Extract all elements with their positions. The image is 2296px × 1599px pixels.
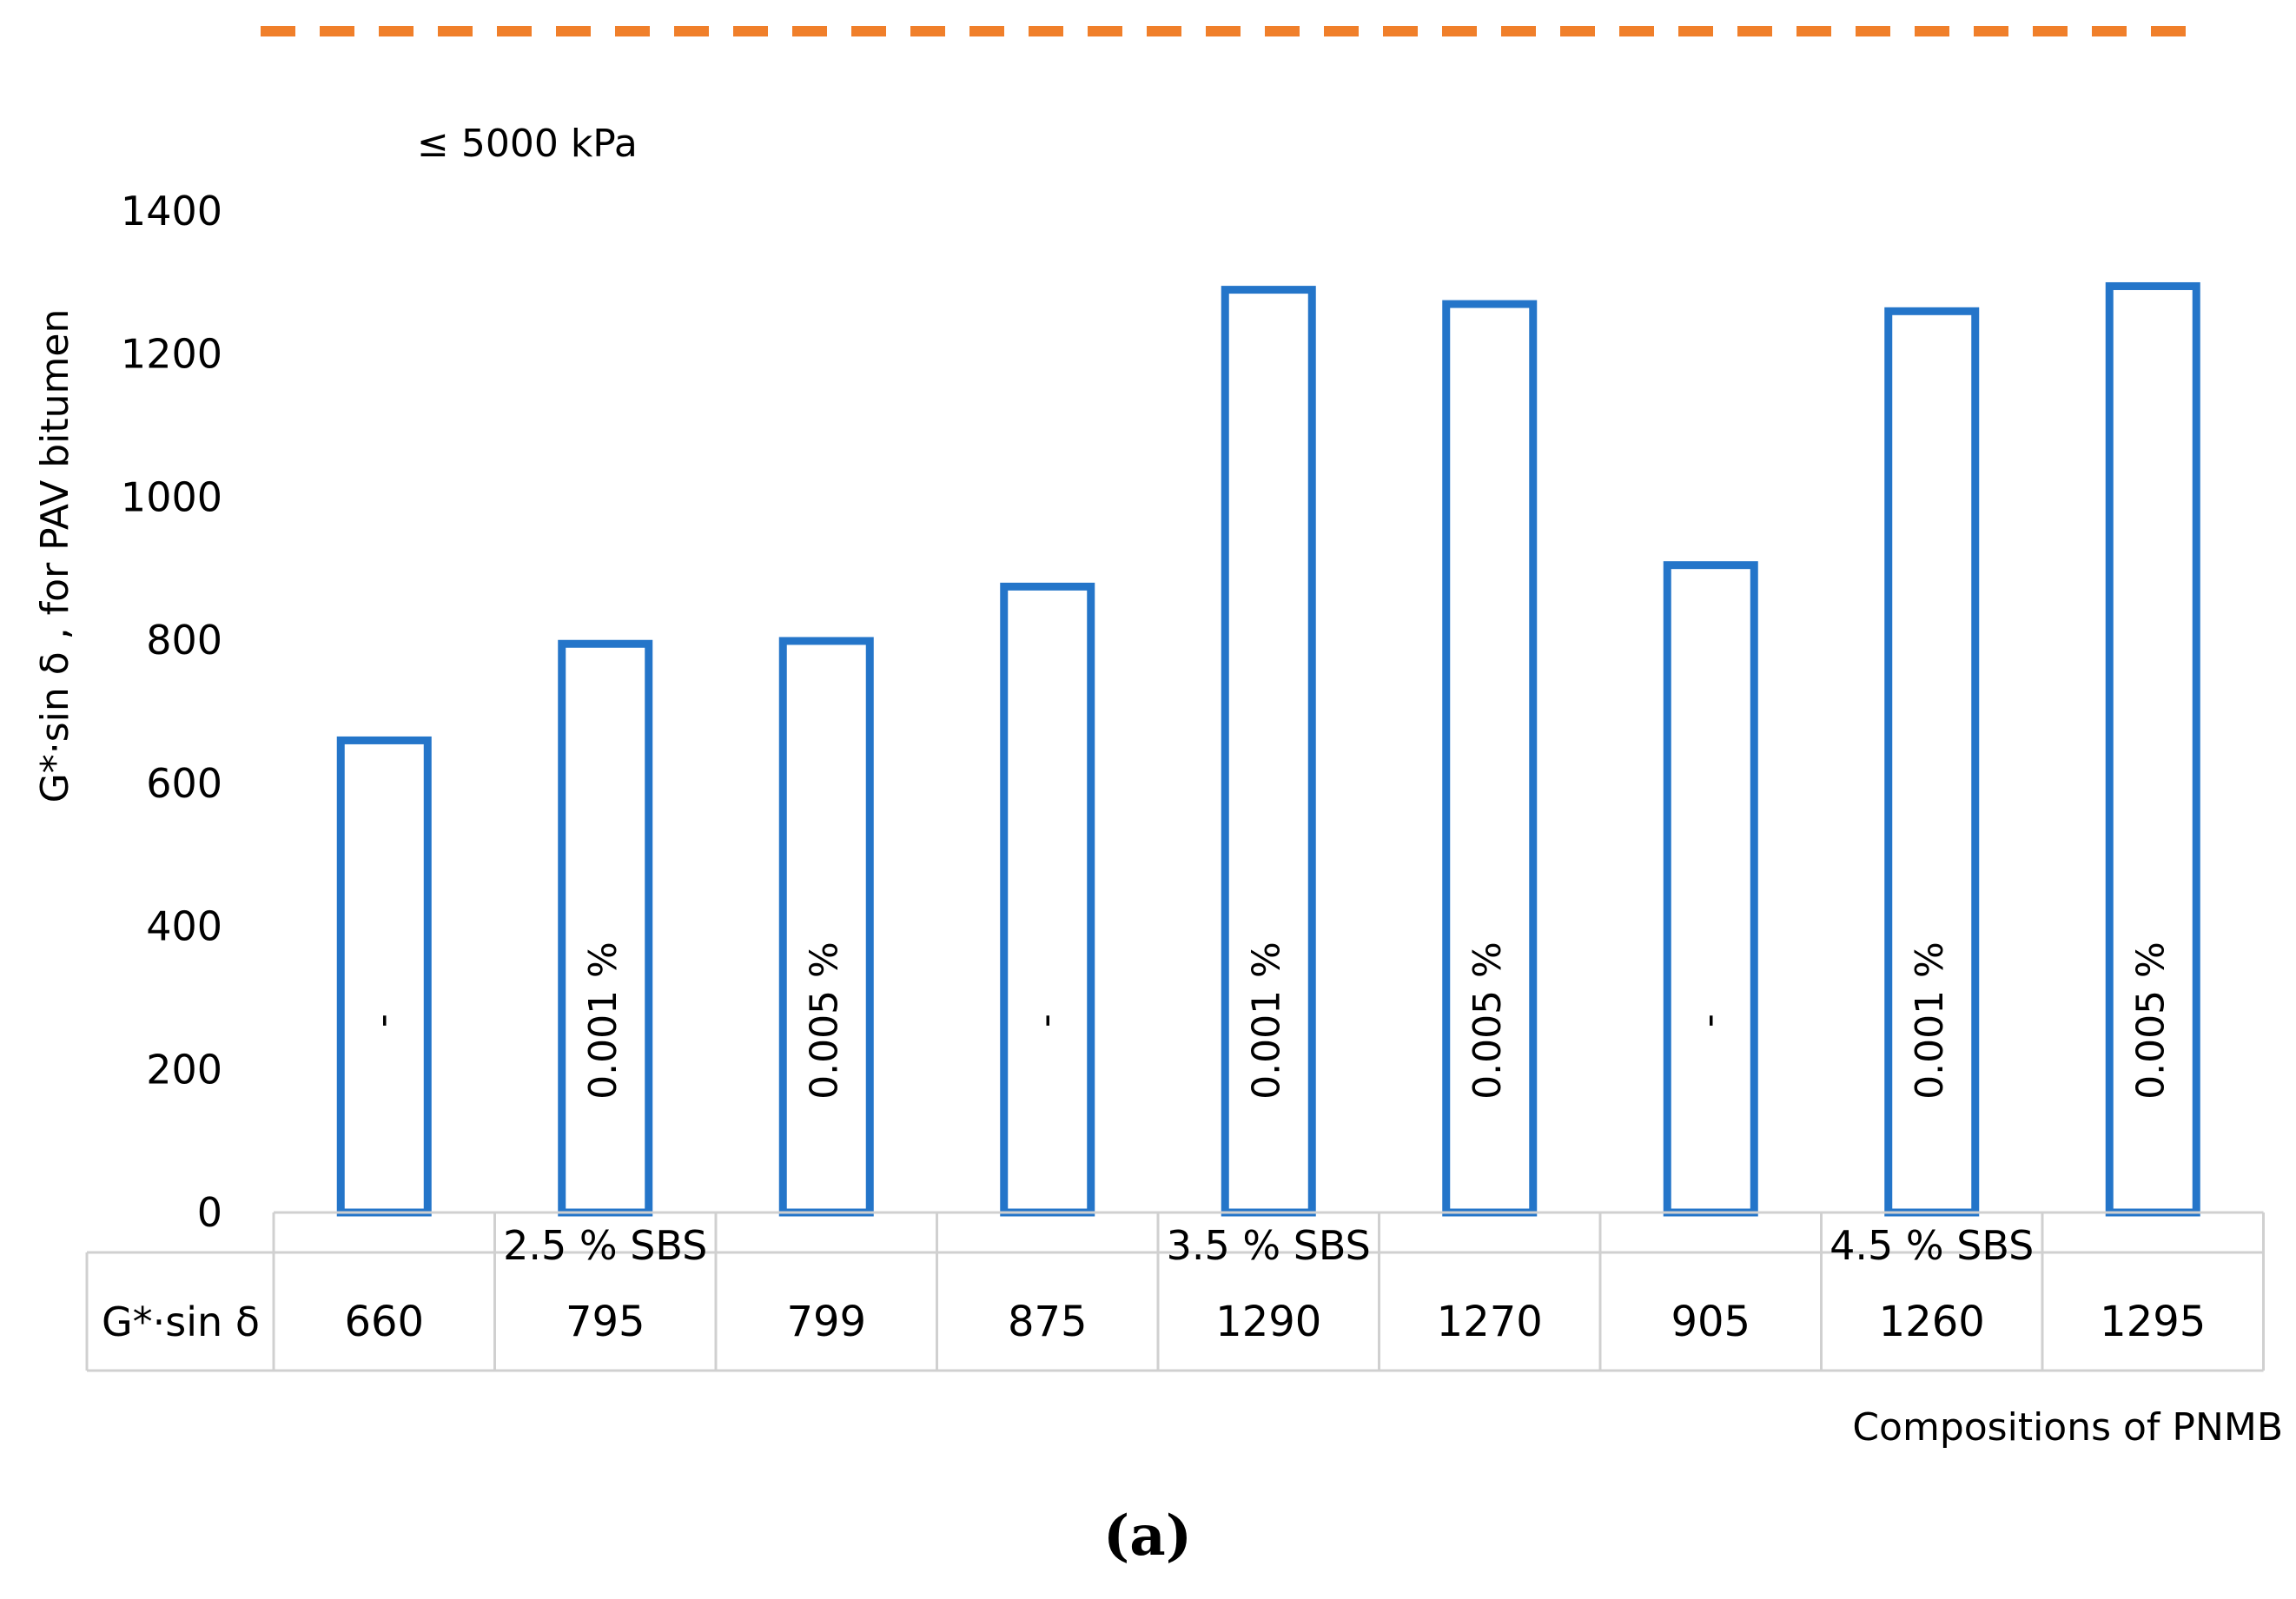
table-cell: 905 (1671, 1298, 1750, 1346)
table-cell: 1295 (2100, 1298, 2206, 1346)
table-cell: 799 (786, 1298, 866, 1346)
table-cell: 1270 (1437, 1298, 1543, 1346)
bar-label: - (1023, 1014, 1068, 1027)
bar-label: - (1686, 1014, 1730, 1027)
bar (778, 637, 874, 1217)
bars: - 0.001 % 0.005 % - 0.001 % 0.005 % - 0.001 % 0.… (336, 281, 2200, 1217)
table-cell: 1290 (1215, 1298, 1321, 1346)
figure-caption: (a) (1103, 1503, 1192, 1569)
group-label: 4.5 % SBS (1830, 1222, 2034, 1269)
group-label: 3.5 % SBS (1167, 1222, 1371, 1269)
bar (558, 639, 653, 1217)
y-tick-label: 400 (146, 903, 222, 950)
bar-label: 0.005 % (2128, 942, 2173, 1100)
table-cell: 1260 (1879, 1298, 1985, 1346)
y-axis-title: G*·sin δ , for PAV bitumen (33, 309, 77, 803)
reference-line-label: ≤ 5000 kPa (417, 122, 638, 166)
bar-label: 0.001 % (581, 942, 625, 1100)
bar-label: 0.001 % (1244, 942, 1288, 1100)
bar (1000, 582, 1095, 1217)
y-tick-label: 1000 (121, 473, 222, 520)
x-axis-title: Compositions of PNMB (1852, 1405, 2283, 1450)
y-tick-label: 1400 (121, 188, 222, 235)
group-label: 2.5 % SBS (503, 1222, 707, 1269)
y-axis-ticks: 0 200 400 600 800 1000 1200 1400 (121, 188, 222, 1236)
bar (1442, 300, 1538, 1217)
bar-label: 0.005 % (1466, 942, 1510, 1100)
bar-label: - (360, 1014, 404, 1027)
y-tick-label: 600 (146, 760, 222, 807)
table-row-header: G*·sin δ (102, 1298, 260, 1345)
table-cell: 795 (566, 1298, 645, 1346)
bar-label: 0.001 % (1908, 942, 1952, 1100)
bar (1663, 561, 1758, 1217)
y-tick-label: 1200 (121, 331, 222, 378)
table-cell: 660 (344, 1298, 424, 1346)
bar-label: 0.005 % (802, 942, 846, 1100)
bar (336, 736, 432, 1217)
y-tick-label: 200 (146, 1046, 222, 1093)
y-tick-label: 0 (197, 1189, 222, 1236)
table-cell: 875 (1008, 1298, 1088, 1346)
data-table: 2.5 % SBS 3.5 % SBS 4.5 % SBS G*·sin δ 660 79… (85, 1211, 2265, 1372)
y-tick-label: 800 (146, 617, 222, 664)
